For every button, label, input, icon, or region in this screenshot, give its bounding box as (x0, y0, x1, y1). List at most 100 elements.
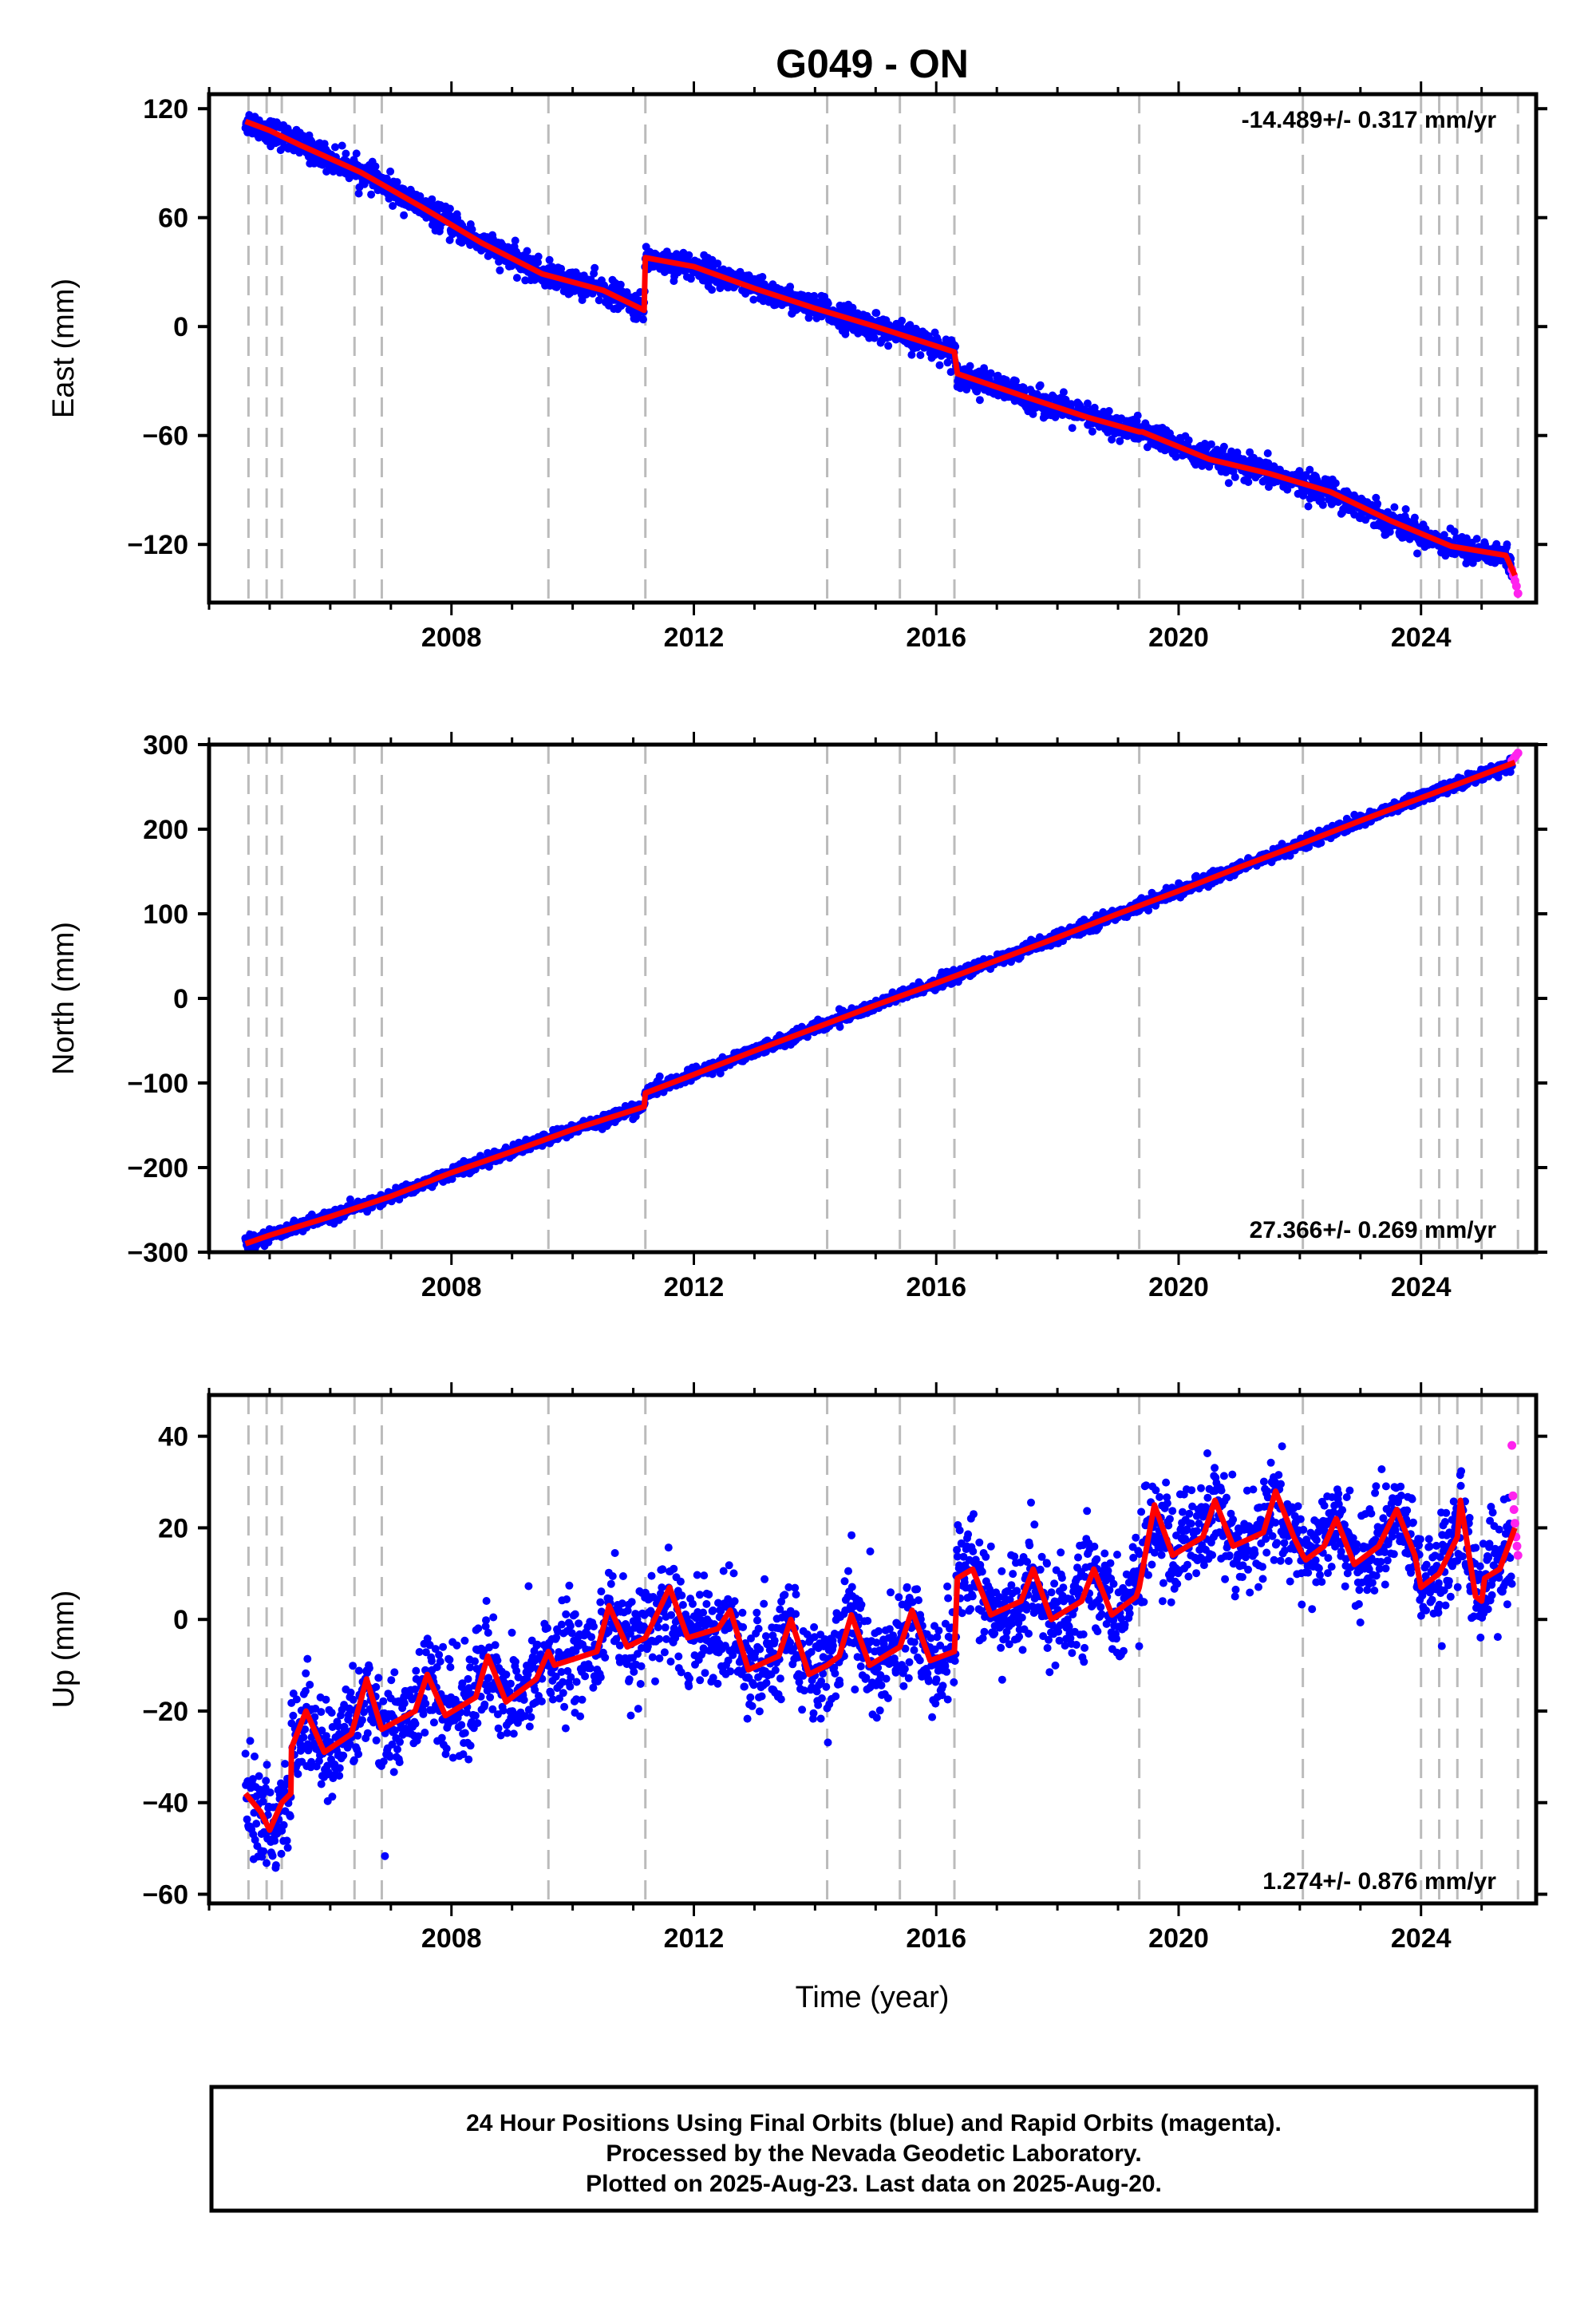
data-point (534, 258, 542, 267)
data-point (1331, 479, 1340, 488)
data-point (1373, 500, 1382, 508)
x-tick-label: 2008 (421, 622, 482, 653)
data-point (836, 1022, 844, 1031)
data-point (824, 299, 832, 308)
data-point (1410, 513, 1419, 522)
data-point (346, 1195, 354, 1203)
data-point (1503, 540, 1511, 549)
data-point (639, 315, 647, 324)
data-point (1224, 479, 1233, 488)
data-point (951, 342, 960, 351)
data-point (898, 316, 907, 325)
data-point (352, 149, 361, 158)
x-tick-label: 2020 (1148, 622, 1209, 653)
data-point (367, 190, 376, 199)
data-point (1462, 559, 1471, 567)
data-point (1108, 435, 1116, 444)
data-point (716, 1069, 725, 1077)
data-point (1184, 436, 1193, 445)
data-point (693, 258, 702, 267)
data-point (1401, 505, 1410, 513)
rapid-data-point (1511, 582, 1521, 591)
data-point (545, 255, 554, 264)
data-point (616, 280, 625, 289)
data-point (495, 257, 504, 266)
data-point (1104, 407, 1113, 415)
data-point (416, 192, 425, 200)
data-point (393, 178, 401, 187)
data-point (1090, 403, 1099, 412)
data-point (870, 334, 879, 342)
data-point (1036, 381, 1045, 389)
data-point (986, 369, 995, 377)
data-point (685, 251, 693, 259)
y-tick-label: −60 (142, 421, 188, 452)
data-point (1068, 424, 1077, 433)
data-point (428, 195, 437, 204)
rapid-data-point (1513, 589, 1523, 599)
model-fit-line (244, 118, 1518, 577)
data-point (1067, 400, 1076, 409)
data-point (1318, 500, 1327, 509)
y-tick-label: −120 (127, 530, 188, 560)
data-point (338, 141, 346, 150)
data-point (1133, 411, 1142, 420)
data-point (322, 168, 331, 176)
data-point (331, 143, 339, 152)
data-point (1413, 549, 1421, 558)
data-point (1306, 465, 1314, 474)
data-point (400, 211, 409, 219)
data-point (935, 361, 944, 370)
data-point (749, 295, 758, 304)
data-point (916, 351, 925, 359)
data-point (523, 247, 531, 255)
data-point (1171, 453, 1180, 461)
data-point (884, 342, 893, 350)
data-point (786, 283, 795, 291)
data-point (943, 358, 952, 367)
data-point (1440, 531, 1448, 539)
data-point (1295, 467, 1304, 476)
data-point (966, 362, 974, 370)
data-point (1029, 409, 1037, 418)
x-tick-label: 2012 (664, 622, 725, 653)
data-point (1317, 839, 1325, 848)
data-point (655, 1072, 664, 1081)
final-orbits-series (241, 111, 1516, 581)
data-point (1231, 472, 1239, 481)
y-axis-label: East (mm) (47, 279, 81, 418)
chart-title: G049 - ON (776, 41, 969, 86)
data-point (1246, 448, 1254, 456)
data-point (713, 259, 722, 268)
data-point (708, 286, 717, 294)
plot-area (241, 745, 1523, 1252)
data-point (1385, 528, 1394, 536)
data-point (1059, 388, 1068, 397)
plot-area (241, 94, 1523, 603)
data-point (389, 202, 397, 210)
data-point (371, 162, 380, 171)
y-tick-label: 120 (143, 94, 188, 124)
data-point (930, 351, 938, 360)
data-point (907, 350, 916, 359)
data-point (511, 236, 519, 245)
data-point (1390, 503, 1399, 512)
data-point (975, 396, 984, 405)
data-point (1011, 377, 1020, 385)
data-point (342, 149, 350, 158)
data-point (758, 273, 767, 281)
data-point (496, 266, 504, 275)
data-point (1450, 528, 1459, 536)
data-point (1472, 535, 1481, 543)
data-point (386, 167, 395, 176)
data-point (445, 204, 454, 213)
y-tick-label: 60 (158, 204, 188, 234)
data-point (1088, 427, 1096, 436)
x-tick-label: 2024 (1391, 622, 1452, 653)
data-point (1304, 502, 1313, 511)
data-point (1372, 493, 1381, 502)
data-point (534, 252, 543, 261)
data-point (872, 309, 881, 318)
